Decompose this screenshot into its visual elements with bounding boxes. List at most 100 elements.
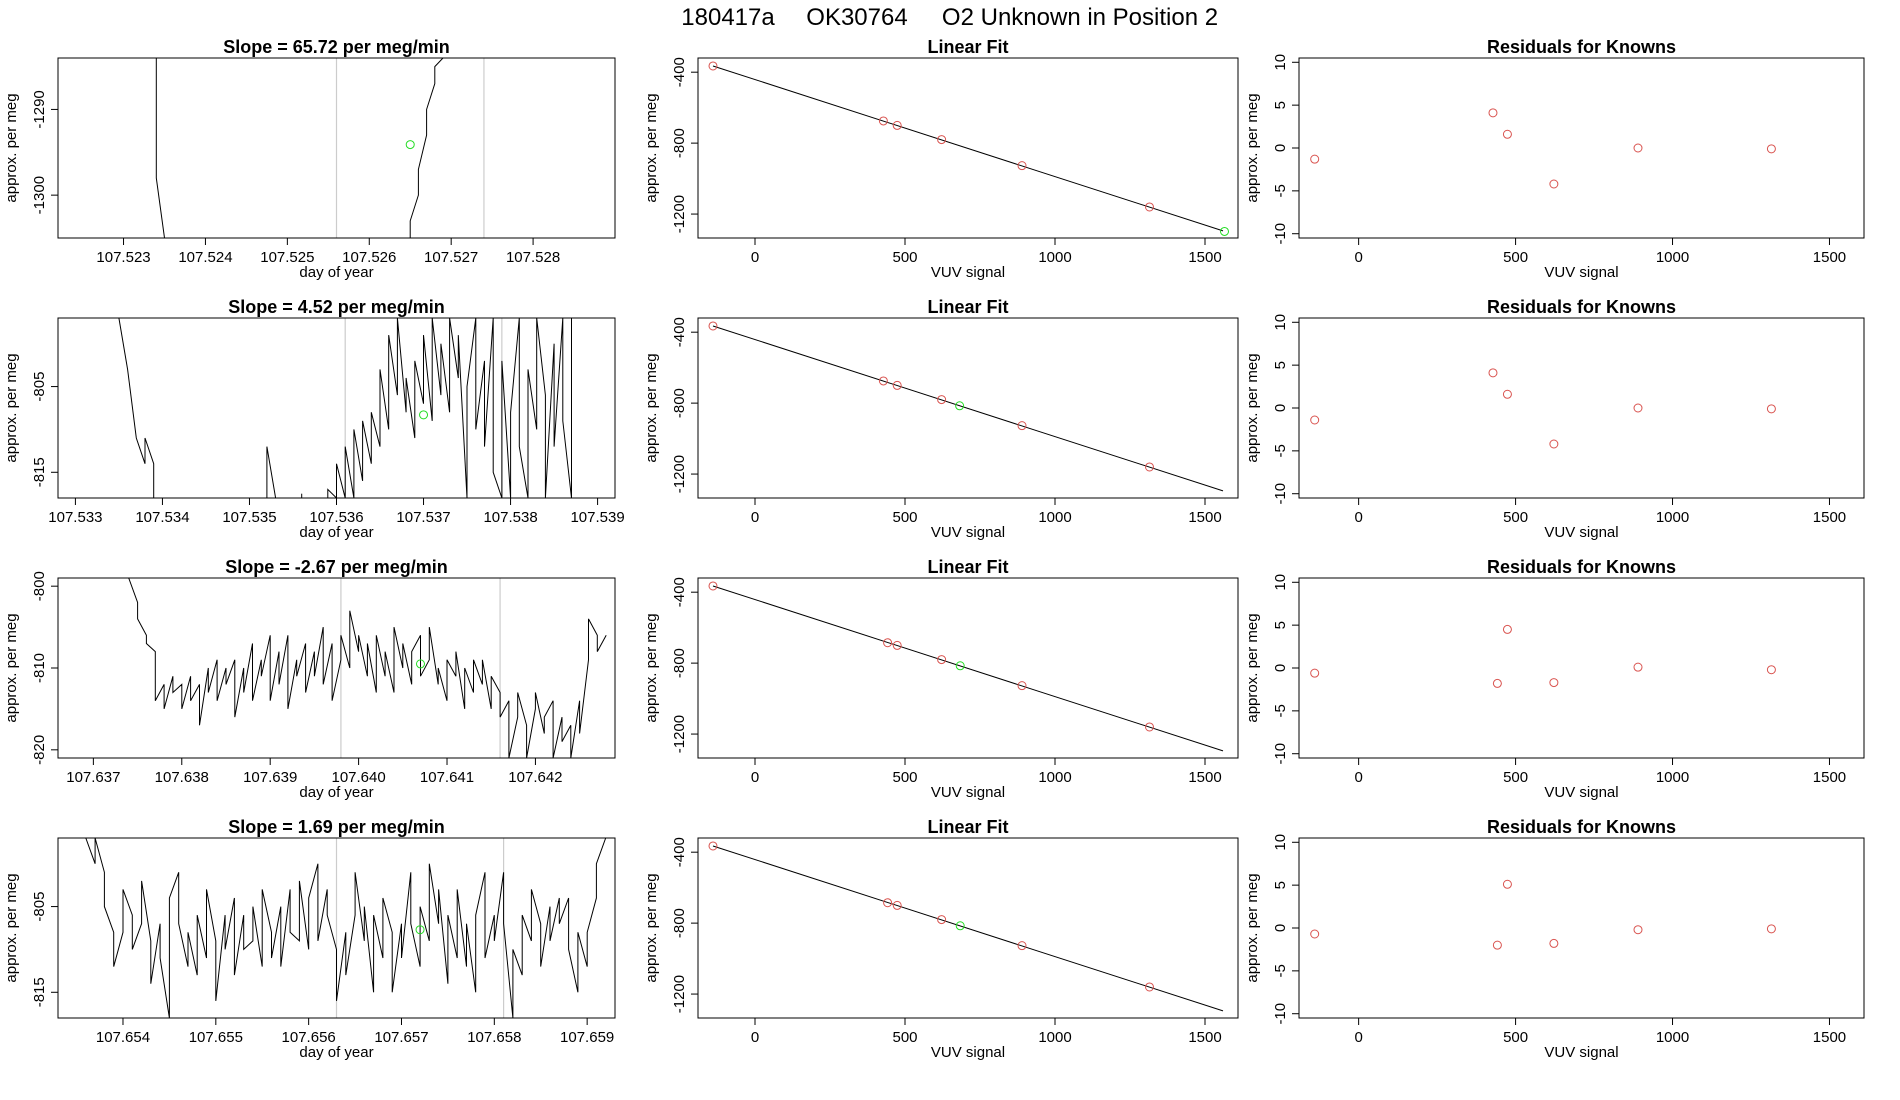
x-tick-label: 500 — [1503, 1029, 1528, 1046]
known-point — [892, 900, 902, 910]
known-point — [937, 135, 947, 145]
x-tick-label: 1500 — [1188, 509, 1221, 526]
x-tick-label: 107.642 — [508, 769, 562, 786]
x-tick-label: 0 — [1354, 1029, 1362, 1046]
known-point — [1549, 439, 1559, 449]
y-tick-label: 5 — [1272, 621, 1289, 629]
y-tick-label: 10 — [1272, 574, 1289, 591]
series-line — [128, 578, 607, 758]
known-point — [892, 640, 902, 650]
plot-frame — [57, 317, 616, 499]
panel-title: Linear Fit — [927, 37, 1008, 57]
x-tick-label: 1500 — [1188, 769, 1221, 786]
known-point — [1017, 421, 1027, 431]
x-tick-label: 107.526 — [342, 249, 396, 266]
panel-title: Residuals for Knowns — [1487, 37, 1676, 57]
x-axis-label: day of year — [299, 1044, 373, 1061]
y-tick-label: -805 — [31, 372, 48, 402]
x-tick-label: 107.534 — [135, 509, 189, 526]
x-tick-label: 107.536 — [309, 509, 363, 526]
unknown-point — [415, 659, 425, 669]
known-point — [1488, 108, 1498, 118]
plot-area — [1310, 368, 1776, 449]
y-tick-label: -1290 — [31, 90, 48, 128]
known-point — [1633, 925, 1643, 935]
x-axis-label: VUV signal — [931, 784, 1005, 801]
known-point — [1310, 668, 1320, 678]
figure-title-id: 180417a — [681, 4, 775, 31]
unknown-point — [955, 401, 965, 411]
plot-area — [1310, 108, 1776, 189]
y-tick-label: -400 — [671, 57, 688, 87]
x-tick-label: 1000 — [1038, 509, 1071, 526]
x-axis-label: VUV signal — [1544, 524, 1618, 541]
x-tick-label: 0 — [751, 509, 759, 526]
x-axis-label: day of year — [299, 524, 373, 541]
y-axis-label: approx. per meg — [1244, 873, 1261, 982]
y-tick-label: 0 — [1272, 924, 1289, 932]
x-axis-label: VUV signal — [931, 524, 1005, 541]
known-point — [1549, 179, 1559, 189]
y-tick-label: 5 — [1272, 101, 1289, 109]
known-point — [1502, 879, 1512, 889]
plot-area — [85, 838, 607, 1018]
x-tick-label: 1000 — [1656, 1029, 1689, 1046]
y-tick-label: -820 — [31, 735, 48, 765]
x-tick-label: 500 — [892, 509, 917, 526]
known-point — [1492, 678, 1502, 688]
plot-frame — [697, 57, 1239, 239]
known-point — [1502, 129, 1512, 139]
plot-area — [708, 321, 1224, 492]
figure-title-desc: O2 Unknown in Position 2 — [942, 4, 1218, 31]
known-point — [1766, 404, 1776, 414]
unknown-point — [955, 661, 965, 671]
panel-title: Linear Fit — [927, 557, 1008, 577]
panel-title: Linear Fit — [927, 297, 1008, 317]
y-tick-label: -400 — [671, 577, 688, 607]
panel-r3-c1: Slope = -2.67 per meg/min day of year appr… — [3, 557, 616, 801]
x-tick-label: 107.658 — [467, 1029, 521, 1046]
fit-line — [712, 325, 1224, 492]
plot-frame — [697, 317, 1239, 499]
plot-frame — [1298, 837, 1865, 1019]
x-tick-label: 1000 — [1038, 769, 1071, 786]
y-axis-label: approx. per meg — [643, 613, 660, 722]
x-tick-label: 107.657 — [374, 1029, 428, 1046]
x-tick-label: 107.537 — [396, 509, 450, 526]
y-tick-label: -800 — [671, 648, 688, 678]
panel-title: Residuals for Knowns — [1487, 557, 1676, 577]
panels: Slope = 65.72 per meg/min day of year appr… — [3, 37, 1865, 1061]
panel-r2-c3: Residuals for Knowns VUV signal approx. pe… — [1244, 297, 1865, 541]
x-tick-label: 107.640 — [331, 769, 385, 786]
y-tick-label: -400 — [671, 837, 688, 867]
panel-r2-c2: Linear Fit VUV signal approx. per meg 0 500 1… — [643, 297, 1239, 541]
plot-area — [708, 841, 1224, 1012]
known-point — [883, 638, 893, 648]
known-point — [1145, 722, 1154, 732]
plot-frame — [697, 837, 1239, 1019]
y-tick-label: -805 — [31, 892, 48, 922]
known-point — [1310, 415, 1320, 425]
plot-frame — [1298, 577, 1865, 759]
fit-line — [712, 585, 1224, 752]
x-tick-label: 0 — [1354, 509, 1362, 526]
y-tick-label: -5 — [1272, 444, 1289, 457]
unknown-point — [405, 140, 415, 150]
known-point — [708, 841, 718, 851]
x-tick-label: 1500 — [1813, 509, 1846, 526]
y-tick-label: 10 — [1272, 54, 1289, 71]
y-axis-label: approx. per meg — [1244, 93, 1261, 202]
y-axis-label: approx. per meg — [643, 353, 660, 462]
unknown-point — [419, 410, 429, 420]
known-point — [1502, 389, 1512, 399]
known-point — [1633, 403, 1643, 413]
panel-r1-c2: Linear Fit VUV signal approx. per meg 0 500 1… — [643, 37, 1239, 281]
series-line — [155, 58, 165, 238]
y-tick-label: -800 — [671, 128, 688, 158]
x-tick-label: 500 — [892, 769, 917, 786]
y-tick-label: -1200 — [671, 975, 688, 1013]
y-tick-label: -1300 — [31, 176, 48, 214]
y-tick-label: -10 — [1272, 223, 1289, 245]
x-tick-label: 107.538 — [483, 509, 537, 526]
